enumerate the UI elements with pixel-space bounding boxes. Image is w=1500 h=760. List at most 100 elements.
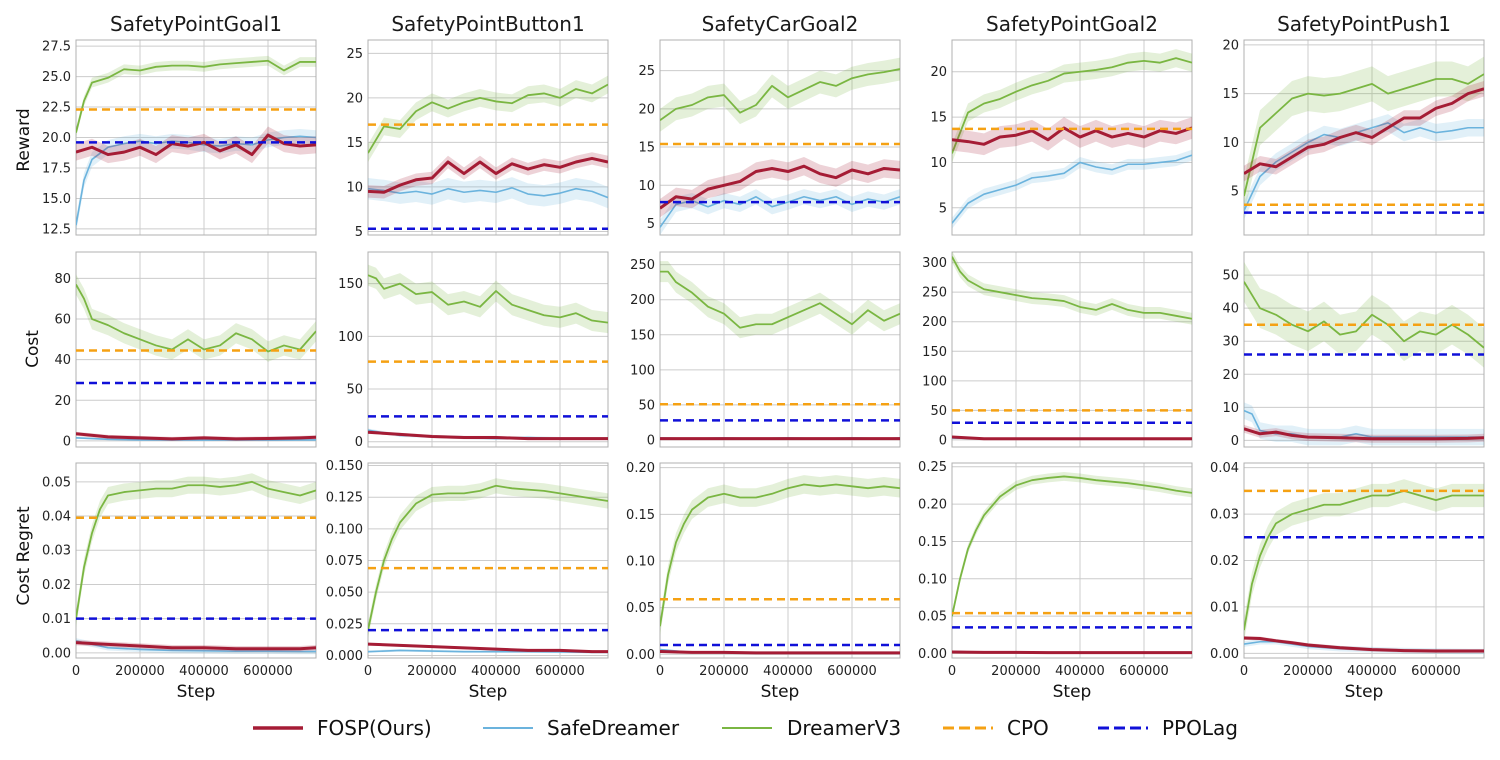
series-line-fosp-ours <box>660 649 900 655</box>
series-line-fosp-ours <box>368 642 608 654</box>
x-tick-label: 200000 <box>115 664 165 679</box>
series-line-fosp-ours <box>1244 636 1484 653</box>
y-tick-label: 0.03 <box>1210 508 1239 523</box>
series-band-dreamerv3 <box>368 75 608 162</box>
series-line-safedreamer <box>952 154 1192 224</box>
x-tick-label: 600000 <box>535 664 585 679</box>
x-tick-label: 200000 <box>407 664 457 679</box>
x-tick-label: 200000 <box>699 664 749 679</box>
plot-area <box>660 57 900 235</box>
series-band-dreamerv3 <box>1244 261 1484 368</box>
plot-frame <box>367 39 609 236</box>
y-tick-label: 100 <box>922 374 947 389</box>
y-tick-label: 10 <box>638 179 655 194</box>
plot-area <box>1244 479 1484 655</box>
y-tick-label: 0.050 <box>326 586 363 601</box>
x-axis-label: Step <box>469 682 508 702</box>
plot-area <box>76 55 316 233</box>
y-tick-label: 15 <box>1222 87 1239 102</box>
x-tick-label: 600000 <box>1411 664 1461 679</box>
y-tick-label: 150 <box>922 345 947 360</box>
y-tick-label: 20 <box>1222 38 1239 53</box>
row-labels: Reward Cost Cost Regret <box>14 108 43 605</box>
y-tick-label: 5 <box>1231 185 1239 200</box>
y-tick-label: 10 <box>346 180 363 195</box>
y-tick-label: 15 <box>930 111 947 126</box>
panel-8: 0 50 100 150 200 250 <box>630 251 901 448</box>
x-axis-label: Step <box>1053 682 1092 702</box>
panel-11: 0.00 0.01 0.02 0.03 0.04 0.05 0 200000 400000 600… <box>42 462 317 702</box>
series-line-fosp-ours <box>1244 427 1484 441</box>
y-tick-label: 0.150 <box>326 459 363 474</box>
legend-label-cpo: CPO <box>1007 716 1049 740</box>
y-tick-label: 0.03 <box>42 544 71 559</box>
y-tick-label: 0.125 <box>326 491 363 506</box>
y-tick-label: 15.0 <box>42 192 71 207</box>
y-tick-label: 20 <box>638 102 655 117</box>
x-tick-label: 0 <box>364 664 372 679</box>
series-line-safedreamer <box>1244 122 1484 211</box>
panel-13: 0.00 0.05 0.10 0.15 0.20 0 200000 400000 600000 S… <box>626 461 901 702</box>
panel-6: 0 20 40 60 80 <box>54 251 317 449</box>
x-tick-label: 600000 <box>243 664 293 679</box>
series-band-fosp-ours <box>660 157 900 218</box>
x-axis-label: Step <box>177 682 216 702</box>
series-band-dreamerv3 <box>76 55 316 138</box>
series-line-dreamerv3 <box>660 68 900 122</box>
series-line-dreamerv3 <box>1244 281 1484 349</box>
plot-area <box>1244 261 1484 446</box>
x-tick-label: 600000 <box>1119 664 1169 679</box>
panel-3: 5 10 15 20 25 SafetyCarGoal2 <box>638 12 901 236</box>
panel-title: SafetyPointGoal1 <box>110 12 282 36</box>
y-tick-label: 0.075 <box>326 554 363 569</box>
y-tick-label: 30 <box>1222 335 1239 350</box>
x-axis-label: Step <box>761 682 800 702</box>
y-tick-label: 10 <box>1222 136 1239 151</box>
panel-5: 5 10 15 20 SafetyPointPush1 <box>1222 12 1485 236</box>
y-tick-label: 0.10 <box>918 572 947 587</box>
legend-label-ppolag: PPOLag <box>1162 716 1238 740</box>
panel-12: 0.000 0.025 0.050 0.075 0.100 0.125 0.150 0 2000… <box>326 459 609 702</box>
y-tick-label: 100 <box>338 330 363 345</box>
panel-title: SafetyCarGoal2 <box>702 12 859 36</box>
plot-frame <box>951 462 1193 659</box>
panel-15: 0.00 0.01 0.02 0.03 0.04 0 200000 400000 600000 S… <box>1210 461 1485 702</box>
series-line-fosp-ours <box>76 133 316 157</box>
y-tick-label: 25 <box>346 47 363 62</box>
y-tick-label: 0 <box>939 433 947 448</box>
plot-area <box>368 478 608 654</box>
y-tick-label: 5 <box>355 225 363 240</box>
y-tick-label: 50 <box>638 398 655 413</box>
y-tick-label: 0.02 <box>42 578 71 593</box>
y-tick-label: 10 <box>930 156 947 171</box>
y-tick-label: 0.01 <box>42 612 71 627</box>
panel-9: 0 50 100 150 200 250 300 <box>922 251 1193 448</box>
series-band-dreamerv3 <box>660 261 900 339</box>
y-tick-label: 50 <box>930 404 947 419</box>
series-line-dreamerv3 <box>76 59 316 133</box>
series-line-dreamerv3 <box>368 484 608 631</box>
series-line-dreamerv3 <box>952 256 1192 320</box>
y-tick-label: 0.04 <box>1210 461 1239 476</box>
y-tick-label: 0.00 <box>1210 647 1239 662</box>
y-tick-label: 0.15 <box>626 508 655 523</box>
plot-frame <box>659 251 901 448</box>
x-tick-label: 0 <box>948 664 956 679</box>
plot-frame <box>659 462 901 659</box>
y-tick-label: 200 <box>630 293 655 308</box>
y-tick-label: 50 <box>1222 269 1239 284</box>
y-tick-label: 10 <box>1222 401 1239 416</box>
series-line-dreamerv3 <box>1244 73 1484 197</box>
y-tick-label: 20 <box>930 65 947 80</box>
series-line-safedreamer <box>76 640 316 653</box>
series-band-dreamerv3 <box>660 57 900 132</box>
legend-label-fosp: FOSP(Ours) <box>317 716 432 740</box>
panel-title: SafetyPointPush1 <box>1277 12 1451 36</box>
y-tick-label: 0.05 <box>626 601 655 616</box>
y-tick-label: 40 <box>1222 302 1239 317</box>
plot-frame <box>951 251 1193 448</box>
panel-10: 0 10 20 30 40 50 <box>1222 251 1485 449</box>
y-tick-label: 22.5 <box>42 101 71 116</box>
y-tick-label: 0.01 <box>1210 600 1239 615</box>
